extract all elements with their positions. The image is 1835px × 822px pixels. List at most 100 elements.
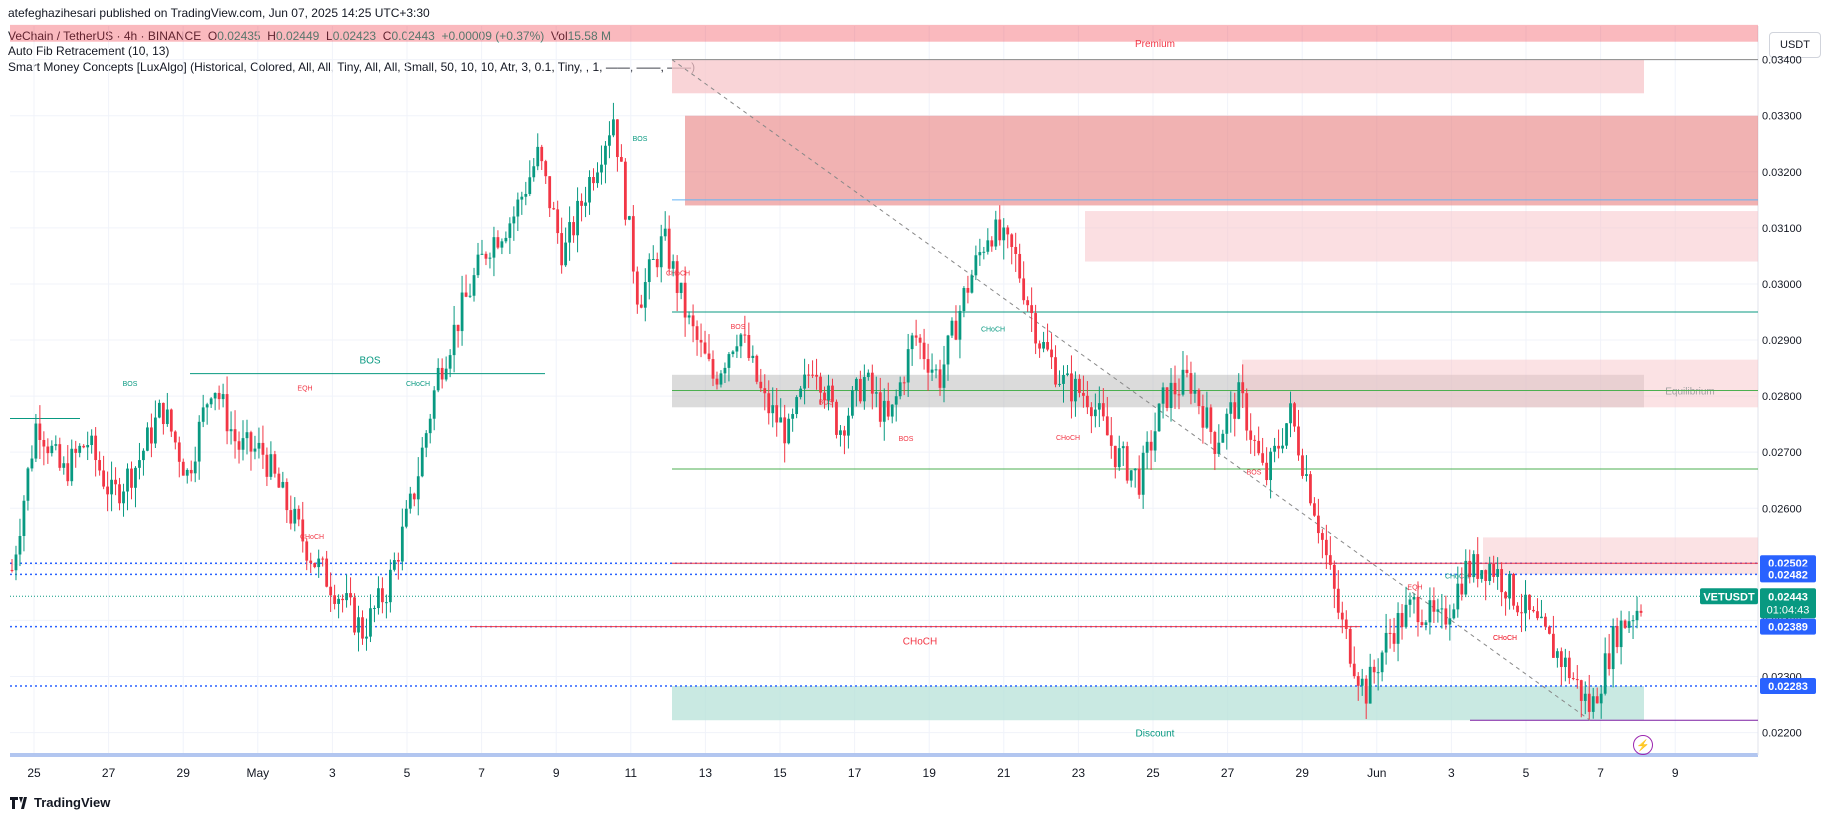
candle-body [568, 222, 572, 243]
candle-body [1030, 305, 1034, 314]
candle-body [1074, 378, 1077, 402]
candle-body [643, 282, 647, 308]
candle-body [1241, 382, 1245, 394]
candle-body [74, 448, 78, 453]
candle-body [1384, 632, 1388, 653]
candle-body [289, 510, 293, 524]
candle-body [854, 378, 858, 391]
candle-body [1424, 622, 1428, 626]
x-tick-label: 15 [773, 766, 787, 780]
candle-body [1324, 539, 1328, 556]
candle-body [990, 240, 994, 247]
candle-body [663, 228, 667, 237]
symbol-name[interactable]: VeChain / TetherUS · 4h · BINANCE [8, 29, 202, 43]
candle-body [1281, 445, 1284, 449]
candle-body [862, 377, 866, 402]
candle-body [78, 445, 82, 453]
candle-body [635, 271, 639, 305]
lightning-icon[interactable]: ⚡ [1633, 735, 1653, 755]
candle-body [1273, 445, 1276, 452]
x-tick-label: 7 [1597, 766, 1604, 780]
candle-body [1548, 626, 1551, 634]
candle-body [532, 166, 536, 178]
candle-body [1464, 560, 1468, 595]
candle-body [623, 161, 627, 220]
candle-body [189, 469, 193, 474]
change-value: +0.00009 (+0.37%) [441, 29, 545, 43]
candle-body [1396, 612, 1400, 644]
structure-label: EQH [297, 386, 312, 393]
structure-label: BOS [633, 136, 648, 143]
candle-body [341, 598, 344, 601]
candle-body [432, 390, 436, 419]
top-resistance-band [10, 24, 1758, 42]
indicator-smc[interactable]: Smart Money Concepts [LuxAlgo] (Historic… [8, 60, 696, 74]
structure-label: CHoCH [1056, 435, 1080, 442]
candle-body [1082, 392, 1085, 396]
candle-body [675, 261, 679, 293]
candle-body [938, 369, 942, 388]
candle-body [803, 374, 806, 389]
candle-body [345, 593, 348, 601]
vol-key: Vol [550, 29, 568, 43]
currency-button[interactable]: USDT [1769, 32, 1821, 58]
candle-body [349, 593, 352, 598]
candle-body [110, 479, 113, 495]
open-value: 0.02435 [217, 29, 261, 43]
candle-body [767, 393, 771, 414]
candle-body [1225, 413, 1229, 434]
candle-body [735, 346, 739, 352]
candle-body [1611, 626, 1615, 670]
candle-body [667, 228, 671, 269]
candle-body [98, 460, 102, 471]
candle-body [1484, 570, 1488, 582]
candle-body [683, 282, 687, 318]
candle-body [62, 463, 66, 468]
candle-body [365, 636, 368, 639]
candle-body [1026, 300, 1030, 306]
candle-body [1125, 446, 1129, 481]
candle-body [257, 442, 261, 449]
y-tick-label: 0.03000 [1762, 279, 1802, 291]
candle-body [213, 392, 217, 399]
candle-body [1161, 387, 1165, 404]
candle-body [452, 324, 456, 356]
candle-body [655, 259, 659, 268]
candle-body [1563, 657, 1567, 668]
candle-body [1432, 600, 1436, 612]
candle-body [819, 376, 822, 393]
candle-body [548, 176, 552, 209]
candle-body [580, 200, 583, 206]
candle-body [1121, 446, 1125, 449]
close-value: 0.02443 [391, 29, 435, 43]
candle-body [1619, 620, 1623, 648]
candle-body [1532, 609, 1535, 612]
candle-body [281, 481, 285, 488]
candle-body [317, 558, 321, 568]
structure-label: BOS [899, 436, 914, 443]
candle-body [1468, 560, 1472, 578]
price-label-0.02389-bg [1760, 618, 1816, 635]
candle-body [1185, 369, 1189, 374]
candle-body [898, 382, 902, 397]
tradingview-logo[interactable]: TradingView [10, 795, 110, 810]
candle-body [1627, 621, 1631, 628]
candle-body [627, 216, 631, 220]
candle-body [910, 335, 914, 350]
candle-body [1591, 696, 1595, 712]
last-price-value: 0.02443 [1768, 591, 1808, 603]
candle-body [739, 334, 743, 347]
candle-body [1113, 445, 1117, 468]
candle-body [1101, 403, 1105, 417]
symbol-header: VeChain / TetherUS · 4h · BINANCE O0.024… [8, 29, 611, 43]
candle-body [811, 374, 814, 376]
candle-body [1348, 628, 1352, 664]
candle-body [54, 444, 58, 446]
candle-body [50, 445, 54, 454]
indicator-fib[interactable]: Auto Fib Retracement (10, 13) [8, 44, 170, 58]
candle-body [914, 335, 918, 338]
candle-body [1261, 453, 1265, 463]
candle-body [1595, 696, 1599, 704]
x-tick-label: 23 [1072, 766, 1086, 780]
